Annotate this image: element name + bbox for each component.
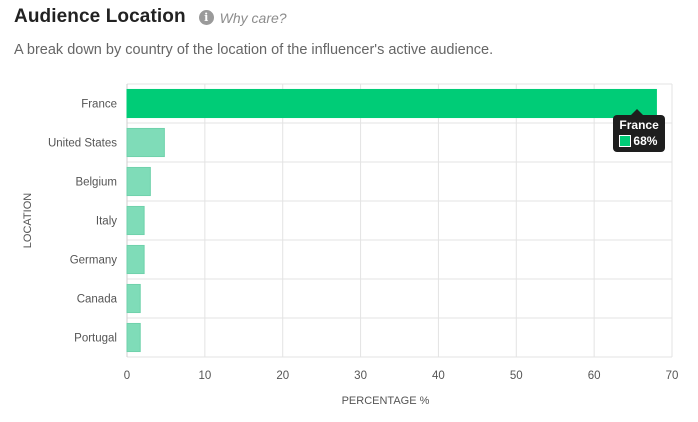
x-tick-label: 40 [432,370,445,382]
category-label: United States [48,138,117,150]
category-label: France [81,99,117,111]
x-tick-label: 30 [354,370,367,382]
category-label: Belgium [75,177,117,189]
category-label: Italy [96,216,117,228]
bar-belgium[interactable] [126,166,151,197]
category-label: Germany [70,255,118,267]
tooltip-category: France [619,117,659,132]
category-label: Canada [77,294,118,306]
chart-subtitle: A break down by country of the location … [14,42,494,58]
bar-france[interactable] [126,88,657,119]
x-tick-label: 60 [588,370,601,382]
chart-title: Audience Location [14,6,186,27]
bar-germany[interactable] [126,244,145,275]
category-label: Portugal [74,333,117,345]
tooltip-value-row: 68% [619,134,658,148]
x-tick-label: 10 [198,370,211,382]
bar-united-states[interactable] [126,127,165,158]
bar-tooltip: France 68% [613,108,665,152]
x-tick-label: 0 [124,370,130,382]
y-axis-title: LOCATION [22,193,34,248]
x-axis-title: PERCENTAGE % [342,395,430,407]
tooltip-value: 68% [633,133,658,148]
tooltip-swatch [619,134,632,147]
bar-canada[interactable] [126,283,141,314]
x-tick-label: 20 [276,370,289,382]
x-tick-label: 70 [666,370,679,382]
info-icon[interactable]: i [198,10,214,25]
bar-portugal[interactable] [126,322,141,353]
x-tick-label: 50 [510,370,523,382]
chart-header: Audience Location i Why care? [14,6,287,28]
bar-italy[interactable] [126,205,145,236]
why-care-link[interactable]: Why care? [219,10,287,26]
